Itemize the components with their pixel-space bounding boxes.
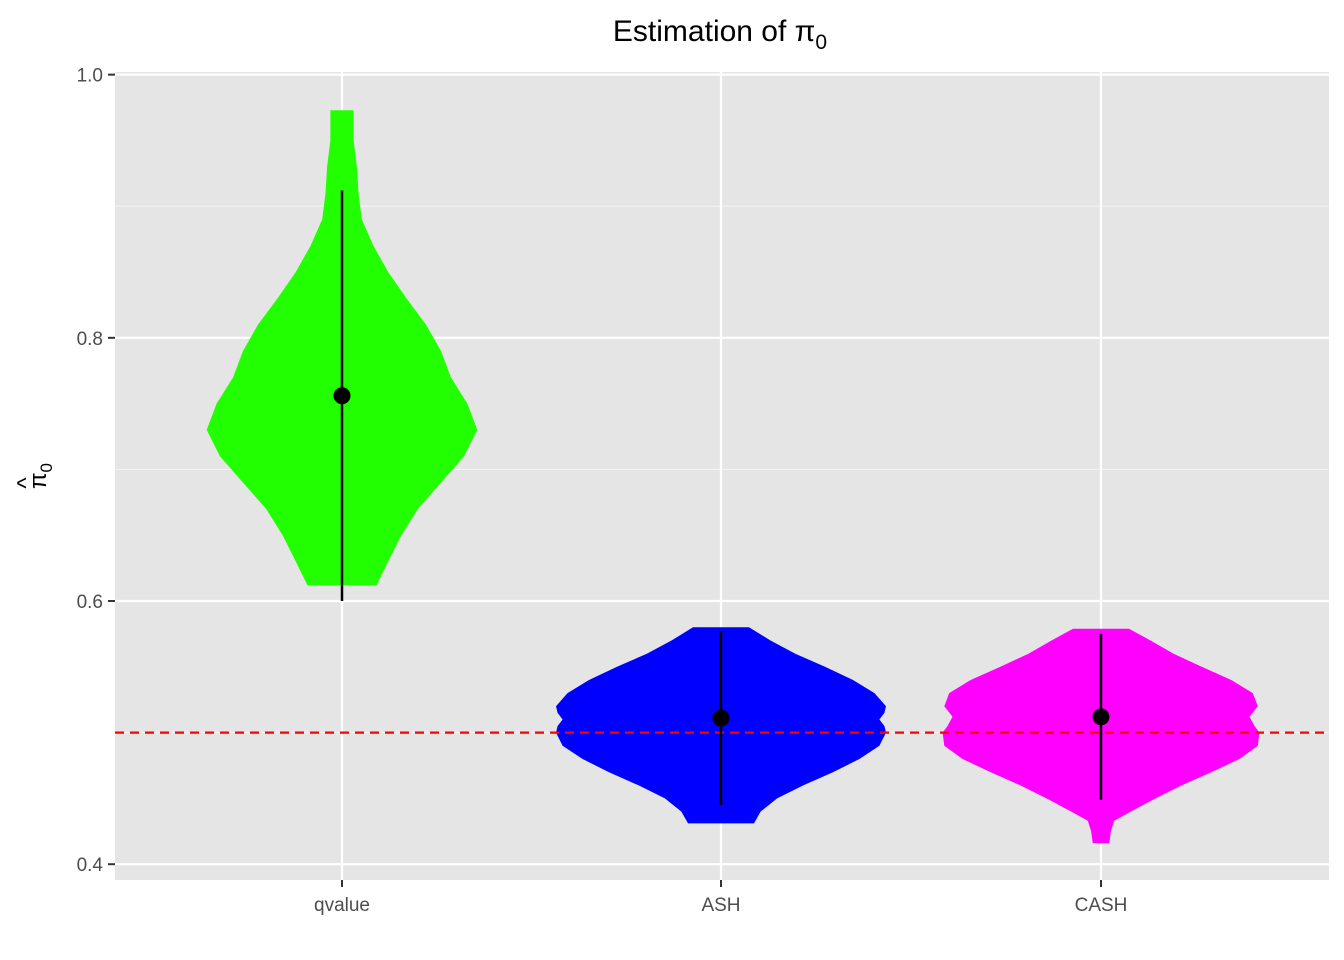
y-axis-title-hat: ^ bbox=[13, 477, 40, 489]
x-tick-label-2: CASH bbox=[1075, 895, 1128, 916]
y-tick-label-1: 0.6 bbox=[77, 592, 103, 613]
chart-title: Estimation of π0 bbox=[613, 15, 827, 54]
point-qvalue bbox=[333, 387, 351, 405]
x-tick-label-1: ASH bbox=[701, 895, 740, 916]
points bbox=[333, 387, 1110, 727]
y-axis-title: π0 ^ bbox=[13, 463, 56, 489]
point-cash bbox=[1092, 708, 1110, 726]
y-axis: 0.4 0.6 0.8 1.0 bbox=[77, 66, 115, 876]
y-tick-label-0: 0.4 bbox=[77, 855, 104, 876]
y-tick-label-2: 0.8 bbox=[77, 329, 103, 350]
y-tick-label-3: 1.0 bbox=[77, 66, 103, 87]
x-tick-label-0: qvalue bbox=[314, 895, 370, 916]
point-ash bbox=[712, 709, 730, 727]
y-axis-title-text: π0 bbox=[25, 463, 56, 489]
x-axis: qvalue ASH CASH bbox=[314, 880, 1127, 916]
